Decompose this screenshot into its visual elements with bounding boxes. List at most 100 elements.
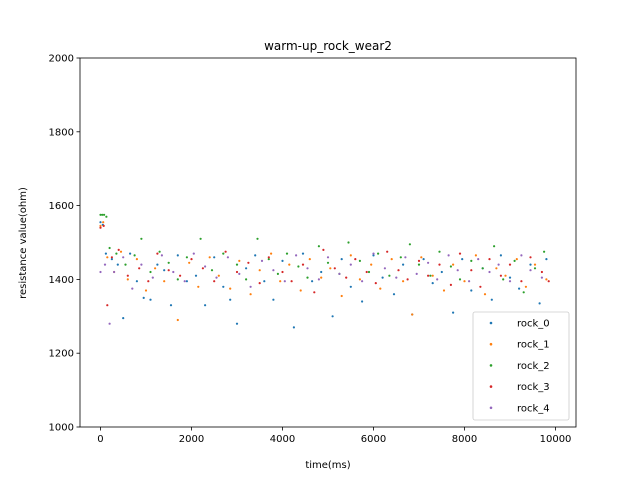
scatter-point-rock_0 — [245, 267, 248, 270]
scatter-point-rock_3 — [322, 248, 325, 251]
scatter-point-rock_0 — [281, 259, 284, 262]
scatter-point-rock_1 — [288, 263, 291, 266]
scatter-point-rock_4 — [436, 278, 439, 281]
x-tick-label: 10000 — [540, 434, 572, 445]
y-axis-title: resistance value(ohm) — [18, 187, 29, 299]
scatter-point-rock_2 — [388, 274, 391, 277]
scatter-point-rock_2 — [245, 278, 248, 281]
scatter-point-rock_2 — [115, 252, 118, 255]
scatter-point-rock_4 — [204, 265, 207, 268]
scatter-point-rock_1 — [197, 285, 200, 288]
scatter-point-rock_3 — [313, 291, 316, 294]
scatter-point-rock_0 — [204, 304, 207, 307]
scatter-point-rock_3 — [365, 270, 368, 274]
scatter-point-rock_1 — [524, 285, 528, 288]
scatter-point-rock_2 — [124, 263, 127, 266]
scatter-point-rock_0 — [381, 276, 384, 279]
scatter-point-rock_1 — [402, 280, 405, 283]
scatter-point-rock_0 — [402, 263, 405, 266]
scatter-point-rock_0 — [499, 254, 502, 257]
scatter-point-rock_2 — [140, 237, 143, 240]
scatter-point-rock_2 — [502, 278, 505, 281]
scatter-point-rock_4 — [427, 261, 430, 264]
scatter-point-rock_4 — [183, 280, 186, 283]
scatter-point-rock_2 — [222, 252, 225, 255]
scatter-point-rock_4 — [306, 267, 309, 270]
scatter-point-rock_2 — [105, 215, 108, 218]
x-tick-label: 6000 — [361, 434, 386, 445]
scatter-point-rock_2 — [99, 213, 102, 216]
scatter-point-rock_3 — [201, 267, 204, 270]
scatter-point-rock_0 — [222, 285, 225, 288]
scatter-point-rock_3 — [147, 280, 150, 283]
scatter-point-rock_1 — [442, 289, 446, 292]
scatter-point-rock_2 — [522, 291, 525, 294]
scatter-point-rock_2 — [185, 256, 188, 259]
scatter-point-rock_1 — [545, 278, 548, 281]
scatter-point-rock_0 — [361, 300, 364, 303]
scatter-point-rock_3 — [258, 282, 261, 285]
scatter-point-rock_3 — [190, 258, 193, 261]
scatter-point-rock_0 — [340, 258, 343, 261]
legend-label-rock_1: rock_1 — [517, 340, 550, 351]
scatter-point-rock_3 — [458, 252, 462, 255]
scatter-point-rock_1 — [270, 252, 273, 255]
scatter-point-rock_0 — [545, 258, 548, 261]
scatter-point-rock_3 — [301, 263, 305, 266]
legend-label-rock_0: rock_0 — [517, 319, 550, 330]
scatter-point-rock_1 — [144, 289, 148, 292]
scatter-point-rock_2 — [235, 263, 239, 266]
legend-marker-rock_4 — [489, 406, 493, 410]
scatter-point-rock_3 — [547, 280, 550, 283]
scatter-point-rock_3 — [397, 269, 400, 272]
scatter-point-rock_0 — [99, 221, 102, 224]
x-axis-title: time(ms) — [305, 460, 350, 471]
scatter-point-rock_3 — [167, 269, 170, 272]
scatter-point-rock_0 — [470, 289, 473, 292]
y-tick-label: 1600 — [49, 201, 74, 212]
scatter-point-rock_4 — [172, 270, 175, 274]
scatter-point-rock_3 — [99, 226, 102, 229]
scatter-point-rock_4 — [122, 256, 125, 259]
scatter-point-rock_2 — [167, 261, 170, 264]
scatter-point-rock_0 — [301, 252, 305, 255]
scatter-point-rock_3 — [508, 263, 512, 266]
plot-area — [99, 213, 550, 329]
scatter-point-rock_0 — [452, 311, 455, 314]
scatter-point-rock_1 — [390, 258, 393, 261]
scatter-point-rock_0 — [104, 252, 107, 255]
scatter-point-rock_0 — [331, 315, 334, 318]
scatter-point-rock_2 — [347, 241, 350, 244]
scatter-point-rock_1 — [379, 287, 382, 290]
scatter-point-rock_4 — [395, 276, 398, 279]
scatter-point-rock_4 — [295, 254, 298, 257]
scatter-point-rock_2 — [408, 243, 411, 246]
scatter-point-rock_3 — [224, 250, 227, 253]
scatter-point-rock_1 — [279, 280, 282, 283]
scatter-point-rock_0 — [254, 254, 257, 257]
scatter-point-rock_2 — [297, 265, 300, 268]
scatter-point-rock_1 — [176, 318, 179, 322]
scatter-point-rock_4 — [226, 256, 229, 259]
scatter-point-rock_3 — [247, 261, 250, 264]
scatter-point-rock_0 — [529, 263, 532, 266]
scatter-point-rock_2 — [256, 237, 259, 240]
scatter-point-rock_2 — [306, 276, 309, 279]
legend-marker-rock_0 — [489, 321, 493, 325]
scatter-point-rock_2 — [533, 267, 537, 270]
scatter-point-rock_1 — [249, 293, 252, 296]
scatter-point-rock_4 — [383, 267, 386, 270]
scatter-point-rock_0 — [461, 258, 464, 261]
scatter-point-rock_4 — [113, 270, 116, 274]
scatter-point-rock_4 — [99, 270, 102, 274]
legend: rock_0 rock_1 rock_2 rock_3 rock_4 — [472, 311, 570, 421]
scatter-point-rock_0 — [431, 282, 434, 285]
scatter-point-rock_4 — [508, 280, 512, 283]
scatter-point-rock_1 — [340, 294, 343, 298]
scatter-point-rock_3 — [540, 270, 544, 274]
scatter-point-rock_3 — [106, 304, 109, 307]
scatter-point-rock_3 — [417, 259, 421, 262]
scatter-point-rock_1 — [299, 289, 302, 292]
scatter-point-rock_3 — [235, 270, 239, 274]
